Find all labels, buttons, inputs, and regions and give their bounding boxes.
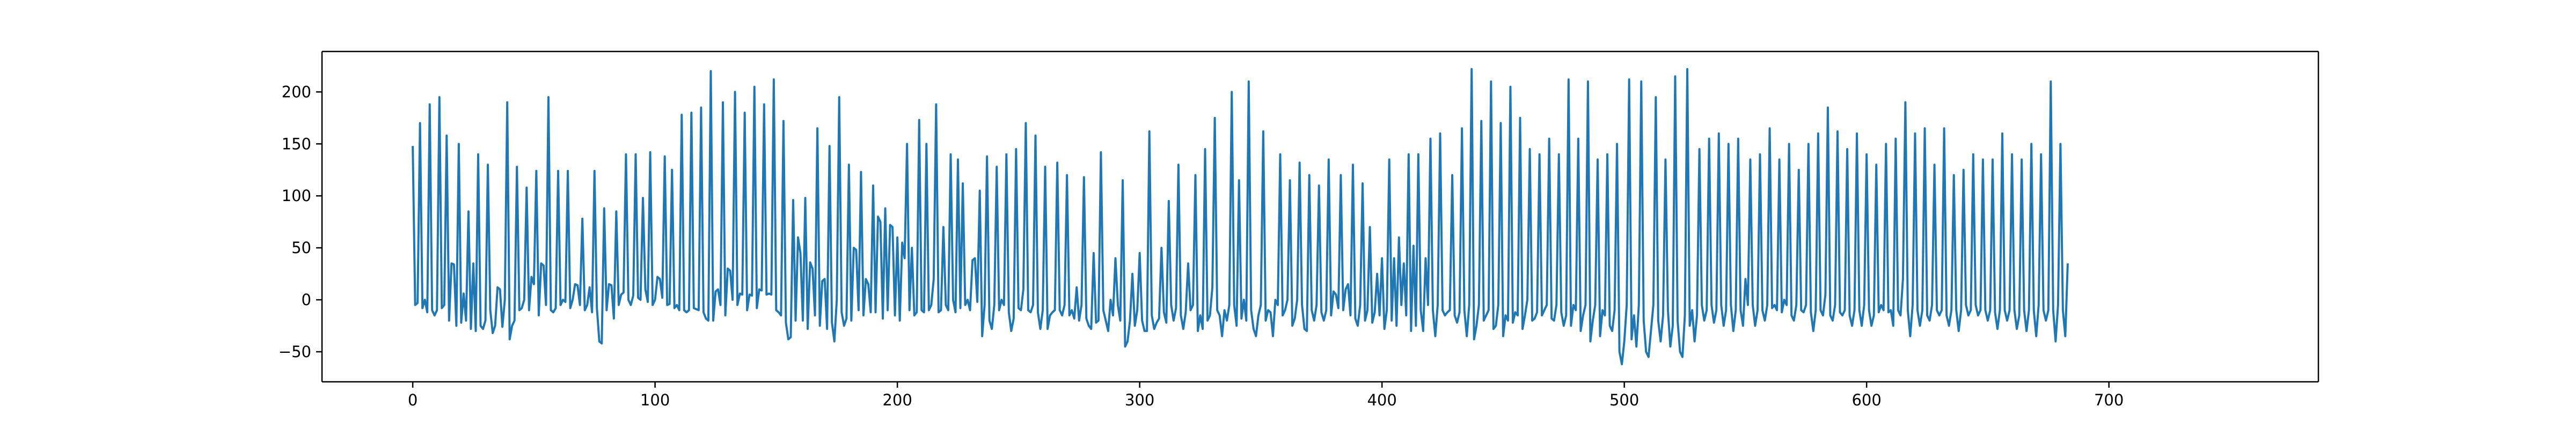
y-tick-label: 50 — [291, 239, 311, 257]
x-tick-label: 100 — [640, 391, 670, 409]
y-tick-label: 150 — [282, 135, 311, 153]
y-tick-label: −50 — [279, 343, 311, 361]
x-tick-label: 0 — [408, 391, 418, 409]
x-tick-label: 700 — [2094, 391, 2124, 409]
x-tick-label: 600 — [1851, 391, 1881, 409]
x-tick-label: 500 — [1609, 391, 1639, 409]
y-tick-label: 100 — [282, 187, 311, 205]
x-tick-label: 300 — [1125, 391, 1154, 409]
y-tick-label: 0 — [302, 291, 311, 309]
x-tick-label: 400 — [1367, 391, 1396, 409]
y-tick-label: 200 — [282, 83, 311, 101]
x-tick-label: 200 — [882, 391, 912, 409]
series-line-0 — [412, 68, 2069, 366]
